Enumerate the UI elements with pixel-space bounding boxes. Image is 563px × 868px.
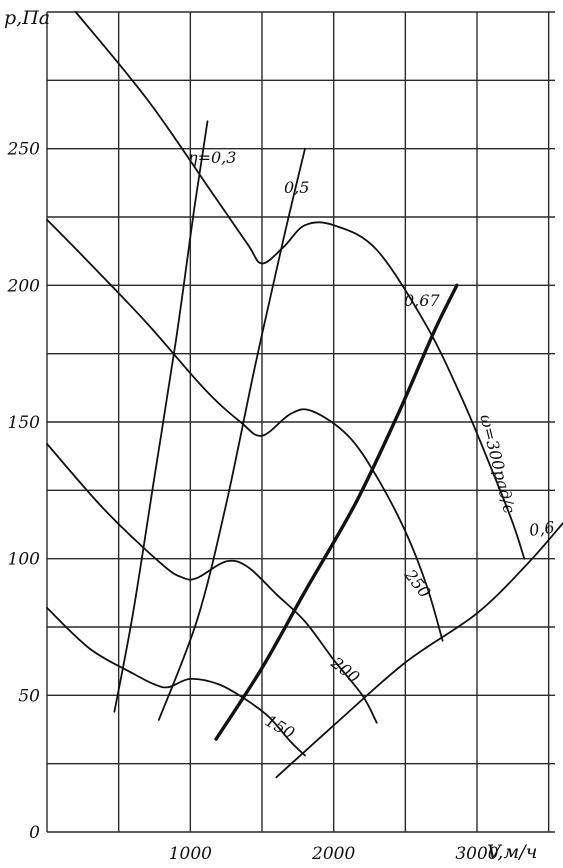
series-label-4: η=0,3 xyxy=(188,148,236,167)
series-line-3 xyxy=(46,607,306,757)
tick-labels: 0 50 100 150 200 250 1000 2000 3000 xyxy=(7,140,499,864)
y-tick-label: 250 xyxy=(7,140,41,160)
y-tick-label: 50 xyxy=(18,686,40,706)
y-tick-label: 0 xyxy=(29,823,40,843)
series-line-7 xyxy=(275,522,563,779)
x-tick-label: 2000 xyxy=(311,844,355,864)
x-tick-label: 3000 xyxy=(455,844,498,864)
y-tick-label: 100 xyxy=(8,550,41,570)
curves xyxy=(46,11,563,779)
y-tick-label: 200 xyxy=(7,276,41,296)
y-tick-label: 150 xyxy=(8,413,41,433)
series-line-0 xyxy=(74,11,526,560)
series-line-4 xyxy=(113,120,209,713)
series-label-6: 0,67 xyxy=(404,291,440,310)
series-label-0: ω=300рад/с xyxy=(476,412,519,515)
series-line-6 xyxy=(214,283,459,741)
y-axis-label: p,Па xyxy=(4,7,50,29)
x-tick-label: 1000 xyxy=(169,844,212,864)
series-label-7: 0,6 xyxy=(528,518,556,540)
grid xyxy=(46,11,555,833)
series-line-2 xyxy=(46,443,378,724)
x-axis-label: V,м/ч xyxy=(487,841,537,863)
series-label-5: 0,5 xyxy=(284,178,309,197)
series-line-1 xyxy=(46,218,444,642)
series-line-5 xyxy=(157,147,306,721)
